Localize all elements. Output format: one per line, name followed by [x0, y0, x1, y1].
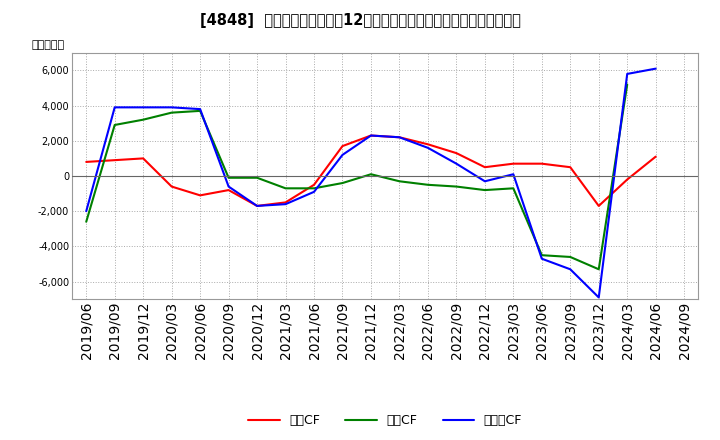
- 投資CF: [310, 186, 318, 191]
- フリーCF: [480, 179, 489, 184]
- フリーCF: [366, 133, 375, 138]
- 投資CF: [167, 110, 176, 115]
- 営業CF: [623, 177, 631, 182]
- 営業CF: [310, 182, 318, 187]
- 営業CF: [110, 158, 119, 163]
- フリーCF: [537, 256, 546, 261]
- 営業CF: [253, 203, 261, 209]
- 投資CF: [338, 180, 347, 186]
- フリーCF: [310, 189, 318, 194]
- 投資CF: [395, 179, 404, 184]
- 営業CF: [395, 135, 404, 140]
- 営業CF: [566, 165, 575, 170]
- 投資CF: [253, 175, 261, 180]
- フリーCF: [652, 66, 660, 71]
- フリーCF: [253, 203, 261, 209]
- 営業CF: [423, 142, 432, 147]
- 営業CF: [480, 165, 489, 170]
- フリーCF: [139, 105, 148, 110]
- フリーCF: [110, 105, 119, 110]
- 投資CF: [537, 253, 546, 258]
- 投資CF: [423, 182, 432, 187]
- フリーCF: [452, 161, 461, 166]
- フリーCF: [423, 145, 432, 150]
- 投資CF: [509, 186, 518, 191]
- フリーCF: [338, 152, 347, 158]
- 営業CF: [282, 200, 290, 205]
- 営業CF: [196, 193, 204, 198]
- Line: 営業CF: 営業CF: [86, 136, 656, 206]
- フリーCF: [167, 105, 176, 110]
- 投資CF: [366, 172, 375, 177]
- 投資CF: [623, 82, 631, 87]
- フリーCF: [566, 267, 575, 272]
- 営業CF: [509, 161, 518, 166]
- 営業CF: [595, 203, 603, 209]
- 営業CF: [139, 156, 148, 161]
- 営業CF: [366, 133, 375, 138]
- Line: フリーCF: フリーCF: [86, 69, 656, 297]
- フリーCF: [82, 209, 91, 214]
- Legend: 営業CF, 投資CF, フリーCF: 営業CF, 投資CF, フリーCF: [243, 409, 527, 432]
- フリーCF: [282, 202, 290, 207]
- 投資CF: [139, 117, 148, 122]
- Text: （百万円）: （百万円）: [31, 40, 64, 50]
- フリーCF: [196, 106, 204, 112]
- 投資CF: [82, 219, 91, 224]
- 投資CF: [480, 187, 489, 193]
- 投資CF: [196, 108, 204, 114]
- 営業CF: [452, 150, 461, 156]
- 営業CF: [225, 187, 233, 193]
- フリーCF: [225, 184, 233, 189]
- 営業CF: [82, 159, 91, 165]
- フリーCF: [595, 295, 603, 300]
- 投資CF: [282, 186, 290, 191]
- 投資CF: [225, 175, 233, 180]
- 営業CF: [537, 161, 546, 166]
- Text: [4848]  キャッシュフローの12か月移動合計の対前年同期増減額の推移: [4848] キャッシュフローの12か月移動合計の対前年同期増減額の推移: [199, 13, 521, 28]
- 投資CF: [566, 254, 575, 260]
- フリーCF: [509, 172, 518, 177]
- 投資CF: [595, 267, 603, 272]
- 投資CF: [452, 184, 461, 189]
- 営業CF: [338, 143, 347, 149]
- フリーCF: [623, 71, 631, 77]
- 営業CF: [652, 154, 660, 159]
- 投資CF: [110, 122, 119, 128]
- 営業CF: [167, 184, 176, 189]
- Line: 投資CF: 投資CF: [86, 84, 627, 269]
- フリーCF: [395, 135, 404, 140]
